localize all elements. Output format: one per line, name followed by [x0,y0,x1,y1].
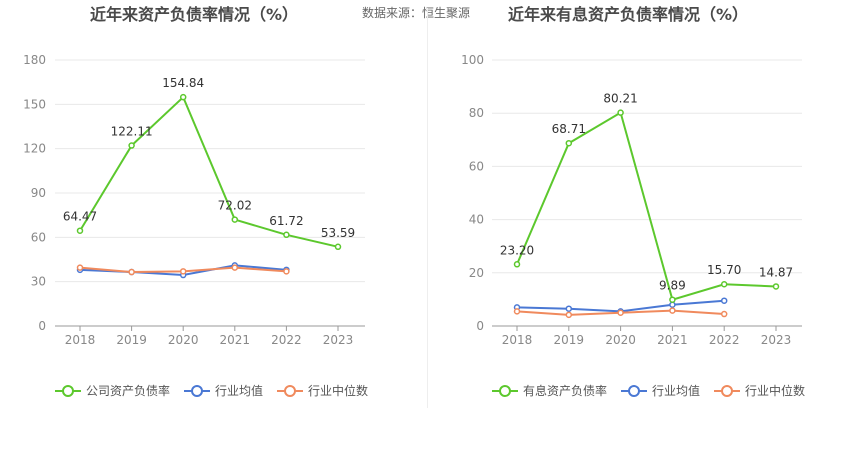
chart-2-legend-label: 行业中位数 [745,383,805,398]
chart-2-x-tick-label: 2018 [502,333,533,347]
chart-1-series-2-point [283,268,290,275]
chart-1-series-0-point [76,227,84,234]
chart-1-y-tick-label: 90 [31,186,46,200]
chart-1-x-tick-label: 2018 [65,333,96,347]
chart-2-data-label: 80.21 [603,92,637,106]
chart-2-y-tick-label: 20 [469,266,484,280]
chart-2-title: 近年来有息资产负债率情况（%） [508,5,749,24]
chart-2-legend-item-1[interactable]: 行业均值 [621,383,700,398]
chart-2-x-tick-label: 2021 [657,333,688,347]
panel-divider [427,8,428,408]
chart-2-y-tick-label: 0 [476,319,484,333]
chart-2-y-tick-label: 100 [461,53,484,67]
chart-1-y-tick-label: 30 [31,275,46,289]
chart-1-legend-marker [62,385,74,397]
chart-1-y-tick-label: 60 [31,230,46,244]
chart-2-y-tick-label: 60 [469,159,484,173]
chart-2-series-0-point [617,109,624,116]
chart-1-data-label: 64.47 [63,210,97,224]
chart-1-title: 近年来资产负债率情况（%） [90,5,299,24]
chart-1-series-2-point [179,268,187,275]
chart-1-series-0-point [179,93,187,101]
chart-2-series-2-point [565,311,573,319]
chart-2-legend-marker [499,385,511,397]
chart-2-series-2-point [720,310,728,318]
chart-2-data-label: 15.70 [707,263,741,277]
chart-2-series-2-point [669,307,676,314]
chart-2-series-0-point [669,296,676,303]
chart-1-data-label: 154.84 [162,76,204,90]
chart-1-legend-marker [191,385,203,397]
chart-2-data-label: 68.71 [552,122,586,136]
chart-2-x-tick-label: 2020 [605,333,636,347]
chart-2-legend-item-0[interactable]: 有息资产负债率 [492,383,607,398]
chart-1-series-0-point [128,142,135,149]
chart-1-y-tick-label: 120 [23,142,46,156]
chart-2-legend-marker [721,385,733,397]
chart-2-series-1-point [720,297,728,304]
chart-1-data-label: 122.11 [111,125,153,139]
chart-2-y-tick-label: 80 [469,106,484,120]
chart-2-legend-item-2[interactable]: 行业中位数 [714,383,805,398]
chart-2-x-tick-label: 2022 [709,333,740,347]
chart-2-series-2-point [617,309,624,316]
debt-ratio-chart: 0 30 60 90 120 150 180 2018 2019 2020 2021 2022 2023… [23,53,368,398]
chart-1-legend-item-1[interactable]: 行业均值 [184,383,263,398]
chart-2-data-label: 23.20 [500,243,534,257]
data-source-label: 数据来源：恒生聚源 [362,6,471,20]
chart-2-series-0-point [772,283,780,290]
chart-2-series-0-point [513,261,521,268]
chart-1-y-tick-label: 150 [23,97,46,111]
chart-1-series-0-line [79,95,339,248]
chart-2-series-0-line [516,111,777,301]
chart-2-series-1-point [565,305,573,312]
chart-1-series-2-point [231,264,239,271]
chart-1-legend-marker [284,385,296,397]
chart-1-y-tick-label: 0 [38,319,46,333]
chart-2-data-label: 9.89 [659,279,686,293]
chart-1-series-0-point [334,243,342,251]
chart-2-y-tick-label: 40 [469,213,484,227]
chart-1-x-tick-label: 2020 [168,333,199,347]
chart-2-x-tick-label: 2019 [554,333,585,347]
chart-1-x-tick-label: 2023 [323,333,354,347]
chart-2-legend-label: 行业均值 [652,383,700,398]
chart-2-series-1-point [669,301,676,308]
chart-1-data-label: 61.72 [269,214,303,228]
chart-1-x-tick-label: 2021 [220,333,251,347]
chart-1-series-0-point [283,231,290,239]
chart-1-series-0-point [231,216,239,223]
chart-1-x-tick-label: 2022 [271,333,302,347]
chart-1-series-2-point [76,264,84,271]
chart-2-series-0-point [565,139,573,147]
chart-1-x-tick-label: 2019 [116,333,147,347]
chart-2-x-tick-label: 2023 [761,333,792,347]
chart-2-series-2-point [513,308,521,315]
chart-1-legend-item-2[interactable]: 行业中位数 [277,383,368,398]
chart-1-y-tick-label: 180 [23,53,46,67]
chart-2-series-0-point [720,280,728,288]
chart-1-legend-label: 行业均值 [215,383,263,398]
chart-1-legend-item-0[interactable]: 公司资产负债率 [55,383,170,398]
chart-2-legend-label: 有息资产负债率 [523,383,607,398]
chart-1-series-2-point [128,268,135,276]
chart-1-legend-label: 行业中位数 [308,383,368,398]
chart-1-data-label: 72.02 [218,199,252,213]
chart-2-legend-marker [628,385,640,397]
chart-2-data-label: 14.87 [759,265,793,279]
chart-1-data-label: 53.59 [321,226,355,240]
chart-1-legend-label: 公司资产负债率 [86,383,170,398]
